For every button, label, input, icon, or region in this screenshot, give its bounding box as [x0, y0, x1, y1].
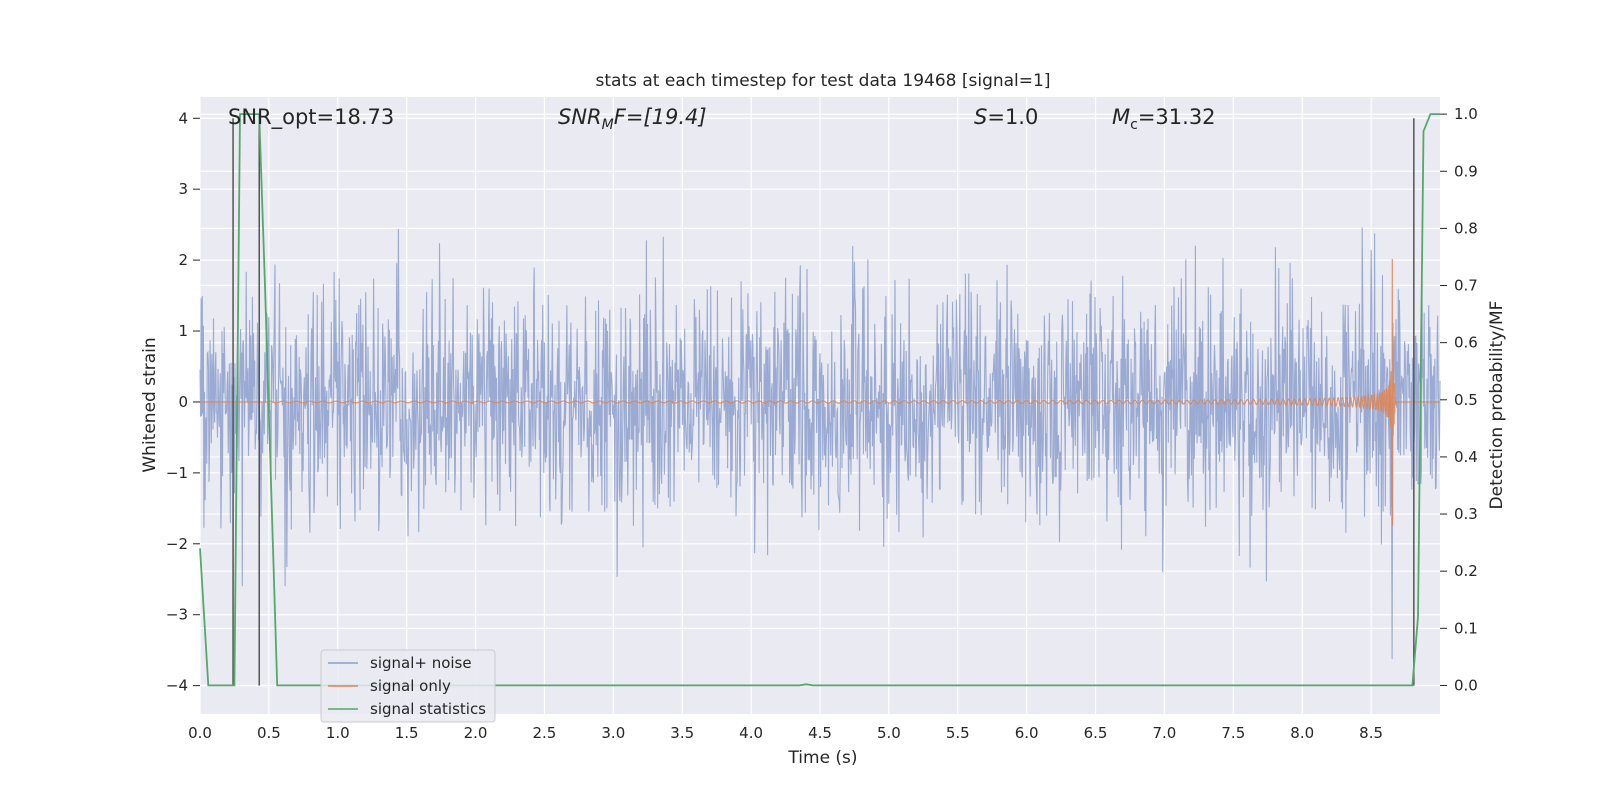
signal-statistics-series — [199, 113, 1440, 687]
y-right-tick-label: 0.0 — [1454, 676, 1478, 694]
x-tick-label: 2.5 — [533, 724, 557, 742]
y-tick-label: 0 — [178, 393, 188, 411]
x-axis-label: Time (s) — [787, 748, 857, 768]
y-tick-labels: −4 −3 −2 −1 0 1 2 3 4 — [166, 109, 200, 695]
y-tick-label: −3 — [166, 606, 188, 624]
chart-title: stats at each timestep for test data 194… — [596, 71, 1051, 91]
y-right-tick-label: 0.2 — [1454, 562, 1478, 580]
legend-label-signal-noise: signal+ noise — [370, 654, 472, 672]
s-var: S — [974, 105, 987, 129]
x-tick-label: 8.0 — [1290, 724, 1314, 742]
y-right-tick-label: 0.7 — [1454, 277, 1478, 295]
x-tick-label: 6.0 — [1015, 724, 1039, 742]
x-tick-label: 0.5 — [257, 724, 281, 742]
x-tick-label: 5.0 — [877, 724, 901, 742]
y-tick-label: 1 — [178, 322, 188, 340]
snr-mf-annotation: SNRMF=[19.4] — [558, 105, 707, 133]
signal-only-line — [200, 258, 1440, 526]
y-right-tick-label: 0.5 — [1454, 391, 1478, 409]
mc-sub: c — [1130, 117, 1138, 133]
mc-base: M — [1112, 105, 1130, 129]
s-annotation: S=1.0 — [974, 105, 1038, 129]
x-tick-label: 8.5 — [1359, 724, 1383, 742]
x-tick-label: 6.5 — [1084, 724, 1108, 742]
legend: signal+ noise signal only signal statist… — [320, 649, 496, 723]
y-tick-label: −2 — [166, 535, 188, 553]
snr-mf-rest: F=[19.4] — [614, 105, 707, 129]
signal-noise-series — [199, 227, 1441, 660]
legend-box — [320, 649, 496, 723]
y-tick-label: 4 — [178, 109, 188, 127]
x-tick-label: 1.5 — [395, 724, 419, 742]
y-right-tick-label: 0.3 — [1454, 505, 1478, 523]
y-right-tick-label: 0.4 — [1454, 448, 1478, 466]
legend-label-signal-statistics: signal statistics — [370, 700, 486, 718]
signal-statistics-line — [199, 113, 1440, 687]
signal-noise-line — [199, 227, 1441, 660]
vertical-markers — [232, 118, 1415, 686]
mc-annotation: Mc=31.32 — [1112, 105, 1216, 133]
x-tick-label: 5.5 — [946, 724, 970, 742]
x-tick-labels: 0.0 0.5 1.0 1.5 2.0 2.5 3.0 3.5 4.0 4.5 5.0 5.5 6.0 6… — [188, 724, 1383, 742]
signal-only-series — [200, 258, 1440, 526]
y-right-tick-label: 0.1 — [1454, 619, 1478, 637]
y-tick-label: −1 — [166, 464, 188, 482]
x-tick-label: 7.5 — [1221, 724, 1245, 742]
snr-mf-sub: M — [602, 117, 614, 133]
y-tick-label: 2 — [178, 251, 188, 269]
snr-opt-annotation: SNR_opt=18.73 — [228, 105, 394, 130]
x-tick-label: 4.0 — [739, 724, 763, 742]
x-tick-label: 3.0 — [601, 724, 625, 742]
y-right-tick-label: 0.9 — [1454, 162, 1478, 180]
x-tick-label: 3.5 — [670, 724, 694, 742]
y-right-tick-label: 0.8 — [1454, 219, 1478, 237]
y-axis-label: Whitened strain — [140, 337, 160, 472]
x-tick-label: 7.0 — [1153, 724, 1177, 742]
y-tick-label: 3 — [178, 180, 188, 198]
snr-mf-base: SNR — [558, 105, 602, 129]
y-right-tick-labels: 0.0 0.1 0.2 0.3 0.4 0.5 0.6 0.7 0.8 0.9 1.0 — [1440, 105, 1478, 694]
y-right-axis-label: Detection probability/MF — [1487, 301, 1507, 510]
legend-label-signal-only: signal only — [370, 677, 451, 695]
y-right-tick-label: 0.6 — [1454, 334, 1478, 352]
x-tick-label: 2.0 — [464, 724, 488, 742]
s-rest: =1.0 — [987, 105, 1038, 129]
x-tick-label: 1.0 — [326, 724, 350, 742]
x-tick-label: 4.5 — [808, 724, 832, 742]
mc-rest: =31.32 — [1138, 105, 1216, 129]
y-right-tick-label: 1.0 — [1454, 105, 1478, 123]
y-tick-label: −4 — [166, 677, 188, 695]
x-tick-label: 0.0 — [188, 724, 212, 742]
